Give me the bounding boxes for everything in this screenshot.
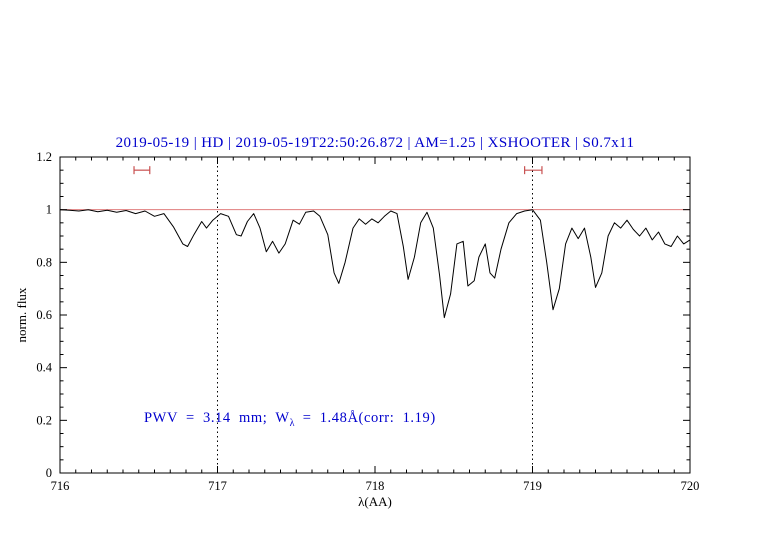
pwv-annotation-sub: λ — [289, 417, 295, 429]
y-tick-label: 1.2 — [36, 150, 52, 164]
chart-title: 2019-05-19 | HD | 2019-05-19T22:50:26.87… — [60, 135, 690, 152]
chart-title-text: 2019-05-19 | HD | 2019-05-19T22:50:26.87… — [115, 135, 635, 151]
x-tick-label: 717 — [208, 479, 227, 493]
y-tick-label: 1 — [46, 203, 52, 217]
y-tick-label: 0.2 — [36, 413, 52, 427]
y-axis-label: norm. flux — [14, 287, 29, 343]
x-axis-label: λ(AA) — [358, 494, 392, 509]
y-tick-label: 0.6 — [36, 308, 52, 322]
pwv-annotation-post: = 1.48Å(corr: 1.19) — [294, 410, 436, 426]
y-tick-label: 0.4 — [36, 361, 52, 375]
y-tick-label: 0.8 — [36, 255, 52, 269]
x-tick-label: 718 — [366, 479, 385, 493]
pwv-annotation: PWV = 3.14 mm; Wλ = 1.48Å(corr: 1.19) — [144, 410, 436, 429]
pwv-annotation-pre: PWV = 3.14 mm; W — [144, 410, 290, 426]
x-tick-label: 719 — [523, 479, 542, 493]
x-tick-label: 716 — [51, 479, 70, 493]
spectrum-line — [59, 209, 691, 319]
x-tick-label: 720 — [681, 479, 700, 493]
y-tick-label: 0 — [46, 466, 52, 480]
